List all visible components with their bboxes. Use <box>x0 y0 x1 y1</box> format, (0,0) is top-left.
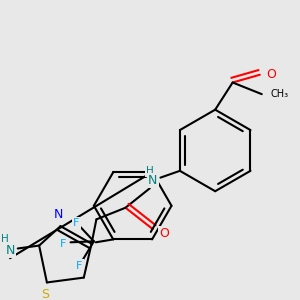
Text: H: H <box>146 166 154 176</box>
Text: F: F <box>76 261 83 271</box>
Text: N: N <box>5 244 15 257</box>
Text: F: F <box>73 218 80 228</box>
Text: S: S <box>41 288 49 300</box>
Text: H: H <box>1 234 9 244</box>
Text: N: N <box>148 174 158 187</box>
Text: F: F <box>60 239 66 249</box>
Text: O: O <box>266 68 276 81</box>
Text: CH₃: CH₃ <box>270 89 288 99</box>
Text: O: O <box>159 227 169 240</box>
Text: N: N <box>54 208 63 221</box>
